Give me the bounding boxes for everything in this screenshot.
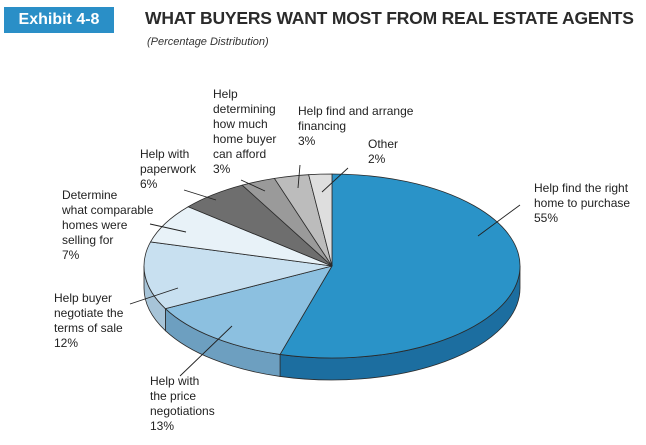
slice-label-2: Help buyer negotiate the terms of sale 12% (54, 291, 124, 350)
leader-line-7 (321, 167, 349, 193)
pie-slice-0 (279, 173, 521, 359)
slice-labels: Help find the right home to purchase 55% He… (54, 87, 630, 433)
leader-line-2 (129, 287, 179, 305)
slice-label-3: Determine what comparable homes were sellin… (61, 188, 154, 262)
slice-label-1: Help with the price negotiations 13% (150, 374, 215, 433)
slice-label-7: Other 2% (368, 137, 398, 166)
leader-line-4 (183, 189, 217, 201)
slice-label-5: Help determining how much home buyer can aff… (213, 87, 276, 176)
slice-label-0: Help find the right home to purchase 55% (534, 181, 630, 225)
leader-line-3 (149, 223, 187, 233)
slice-label-4: Help with paperwork 6% (140, 147, 197, 191)
chart-subtitle: (Percentage Distribution) (147, 36, 269, 48)
exhibit-badge: Exhibit 4-8 (4, 7, 114, 33)
leader-line-6 (297, 164, 301, 189)
leader-line-1 (179, 325, 233, 377)
pie-slices (143, 173, 521, 359)
pie-slice-7 (308, 173, 333, 267)
pie-slice-1 (164, 265, 333, 355)
slice-label-6: Help find and arrange financing 3% (298, 104, 414, 148)
chart-title: WHAT BUYERS WANT MOST FROM REAL ESTATE A… (145, 8, 634, 28)
pie-slice-2 (143, 241, 333, 310)
leader-line-5 (240, 179, 266, 192)
leader-line-0 (477, 204, 521, 237)
